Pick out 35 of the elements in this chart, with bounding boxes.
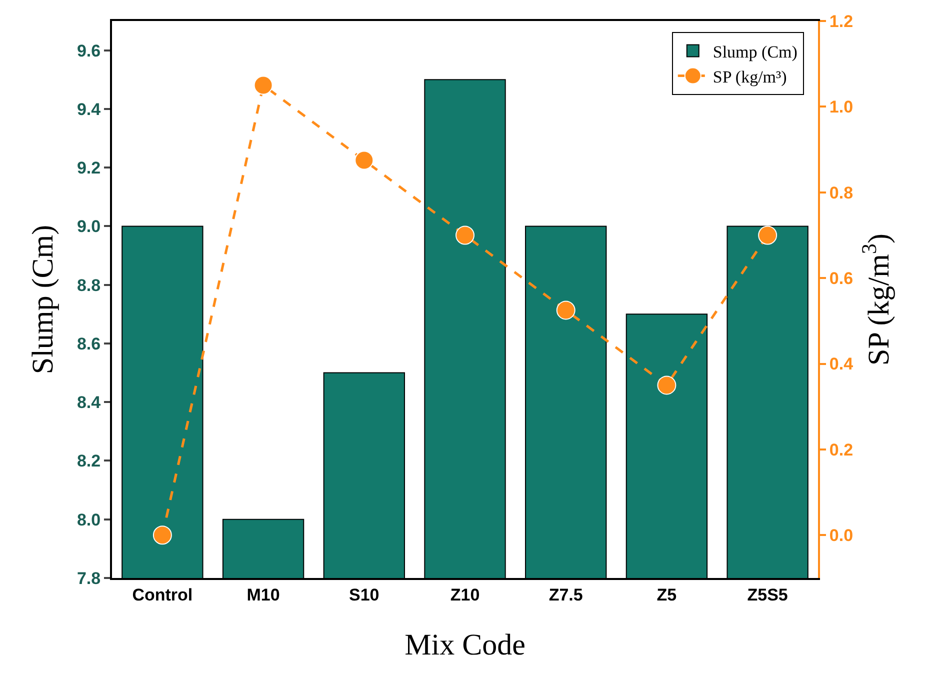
- legend-label: SP (kg/m³): [712, 67, 787, 86]
- x-tick-label: Z10: [450, 585, 480, 604]
- point: [456, 226, 474, 245]
- y-tick-label: 9.4: [76, 100, 102, 119]
- y-tick-label: 9.0: [76, 217, 101, 236]
- y-tick-label: 9.2: [76, 158, 101, 178]
- point: [354, 150, 374, 170]
- x-tick-label: Z5S5: [747, 585, 788, 604]
- x-axis-title: Mix Code: [404, 628, 526, 662]
- point: [152, 526, 172, 545]
- x-tick-label: M10: [246, 585, 280, 604]
- y2-tick-label: 0.8: [829, 183, 854, 202]
- y-tick-label: 8.8: [76, 276, 101, 295]
- point: [758, 226, 778, 245]
- point: [556, 300, 576, 320]
- point: [657, 376, 676, 395]
- y2-tick-label: 0.4: [829, 354, 854, 374]
- x-tick-label: S10: [349, 585, 380, 604]
- x-tick-label: Control: [132, 585, 193, 604]
- x-tick-label: Z7.5: [548, 585, 583, 604]
- y2-tick-label: 0.0: [829, 526, 854, 546]
- y-tick-label: 8.4: [76, 393, 102, 412]
- y-tick-label: 7.8: [76, 568, 101, 588]
- y-axis-title: Slump (Cm): [26, 224, 60, 374]
- y2-tick-label: 1.2: [829, 12, 854, 31]
- y-tick-label: 9.6: [76, 41, 101, 60]
- y-tick-label: 8.0: [76, 510, 101, 530]
- y2-tick-label: 0.6: [829, 269, 854, 288]
- y-tick-label: 8.2: [76, 452, 101, 471]
- x-tick-label: Z5: [656, 585, 677, 604]
- point: [254, 76, 273, 95]
- y-tick-label: 8.6: [76, 334, 101, 354]
- legend-label: Slump (Cm): [712, 42, 798, 62]
- y2-tick-label: 1.0: [829, 98, 854, 117]
- y2-tick-label: 0.2: [829, 440, 854, 460]
